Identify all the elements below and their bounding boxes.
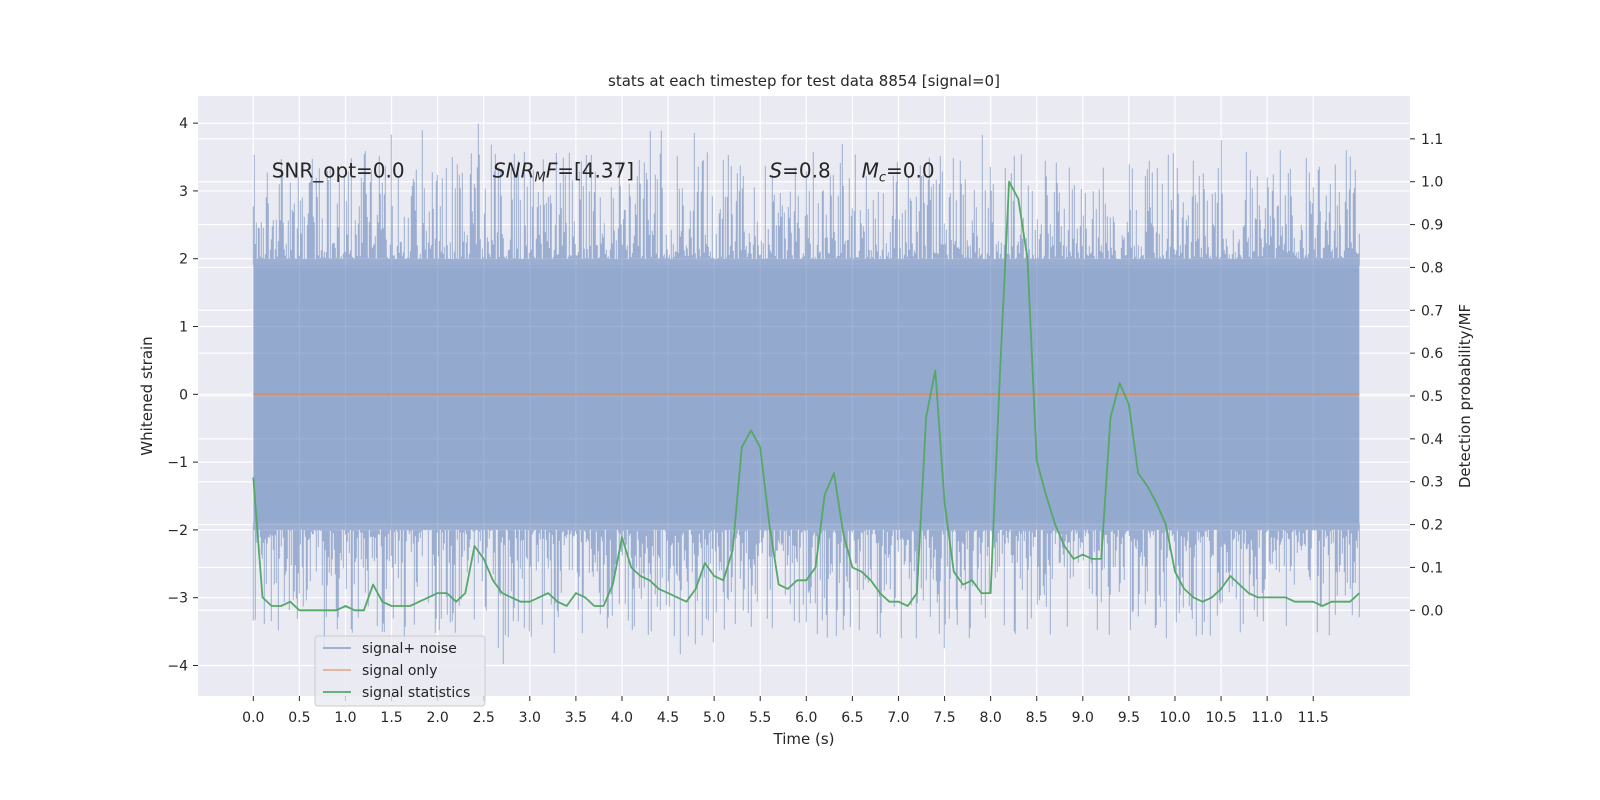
annotation-part: =[4.37] — [557, 158, 634, 182]
x-tick-label: 7.0 — [887, 710, 909, 726]
annotation: SNR_opt=0.0 — [272, 158, 405, 182]
y-right-tick-label: 0.0 — [1421, 603, 1443, 619]
x-tick-label: 2.0 — [427, 710, 449, 726]
y-tick-label: −2 — [167, 523, 188, 539]
x-tick-label: 0.5 — [288, 710, 310, 726]
annotation-part: =0.0 — [886, 158, 935, 182]
y-tick-label: 0 — [179, 387, 188, 403]
x-tick-label: 6.0 — [795, 710, 817, 726]
x-tick-label: 8.0 — [980, 710, 1002, 726]
y-right-tick-label: 0.7 — [1421, 303, 1443, 319]
y-right-tick-label: 0.2 — [1421, 518, 1443, 534]
annotations: SNR_opt=0.0 SNRMF=[4.37] S=0.8 Mc=0.0 — [272, 158, 935, 185]
annotation-part: =0.8 — [782, 158, 831, 182]
y-axis-left: 4 3 2 1 0 −1 −2 −3 −4 — [167, 116, 198, 674]
annotation-part: S — [769, 158, 782, 182]
x-tick-label: 10.5 — [1205, 710, 1236, 726]
y-axis-right: 1.1 1.0 0.9 0.8 0.7 0.6 0.5 0.4 0.3 0.2 0.1 0.0 — [1410, 132, 1443, 619]
y-tick-label: 2 — [179, 252, 188, 268]
x-tick-label: 5.0 — [703, 710, 725, 726]
x-tick-label: 9.0 — [1072, 710, 1094, 726]
y-tick-label: 1 — [179, 320, 188, 336]
line-series — [252, 180, 1360, 612]
y-right-tick-label: 0.1 — [1421, 560, 1443, 576]
chart-title: stats at each timestep for test data 885… — [608, 72, 1000, 90]
annotation-part: M — [534, 170, 545, 185]
annotation-part: M — [862, 158, 879, 182]
x-axis-label: Time (s) — [773, 730, 835, 748]
x-tick-label: 11.5 — [1298, 710, 1329, 726]
y-right-tick-label: 0.6 — [1421, 346, 1443, 362]
legend-label: signal statistics — [362, 685, 470, 701]
x-tick-label: 10.0 — [1159, 710, 1190, 726]
annotation-part: F — [546, 158, 558, 182]
legend-label: signal+ noise — [362, 641, 457, 657]
y-tick-label: −1 — [167, 455, 188, 471]
annotation-part: SNR_opt=0.0 — [272, 158, 405, 182]
annotation-part: SNR — [493, 158, 535, 182]
legend: signal+ noise signal only signal statistic… — [314, 635, 486, 707]
y-right-tick-label: 0.5 — [1421, 389, 1443, 405]
y-axis-label: Whitened strain — [138, 336, 156, 455]
noise-upper-excursions — [252, 123, 1360, 266]
x-axis: 0.0 0.5 1.0 1.5 2.0 2.5 3.0 3.5 4.0 4.5 5.0 5.5 6.0 6… — [242, 696, 1329, 726]
x-tick-label: 3.5 — [565, 710, 587, 726]
y-right-tick-label: 0.8 — [1421, 260, 1443, 276]
legend-label: signal only — [362, 663, 437, 679]
y-tick-label: 4 — [179, 116, 188, 132]
y-tick-label: −4 — [167, 658, 188, 674]
x-tick-label: 3.0 — [519, 710, 541, 726]
x-tick-label: 4.0 — [611, 710, 633, 726]
series-line-signal-statistics — [252, 180, 1360, 612]
y-tick-label: 3 — [179, 184, 188, 200]
y-right-tick-label: 1.0 — [1421, 175, 1443, 191]
legend-box — [314, 635, 486, 707]
x-tick-label: 5.5 — [749, 710, 771, 726]
annotation: SNRMF=[4.37] — [493, 158, 634, 185]
annotation: Mc=0.0 — [862, 158, 935, 185]
y-axis-label-right: Detection probability/MF — [1456, 304, 1474, 488]
x-tick-label: 11.0 — [1252, 710, 1283, 726]
x-tick-label: 9.5 — [1118, 710, 1140, 726]
annotation-part: c — [879, 170, 886, 185]
x-tick-label: 0.0 — [242, 710, 264, 726]
y-right-tick-label: 0.9 — [1421, 218, 1443, 234]
y-right-tick-label: 0.3 — [1421, 475, 1443, 491]
x-tick-label: 1.5 — [380, 710, 402, 726]
x-tick-label: 4.5 — [657, 710, 679, 726]
y-right-tick-label: 1.1 — [1421, 132, 1443, 148]
x-tick-label: 6.5 — [841, 710, 863, 726]
y-tick-label: −3 — [167, 591, 188, 607]
x-tick-label: 7.5 — [933, 710, 955, 726]
x-tick-label: 1.0 — [334, 710, 356, 726]
x-tick-label: 2.5 — [473, 710, 495, 726]
y-right-tick-label: 0.4 — [1421, 432, 1443, 448]
x-tick-label: 8.5 — [1026, 710, 1048, 726]
annotation: S=0.8 — [769, 158, 830, 182]
